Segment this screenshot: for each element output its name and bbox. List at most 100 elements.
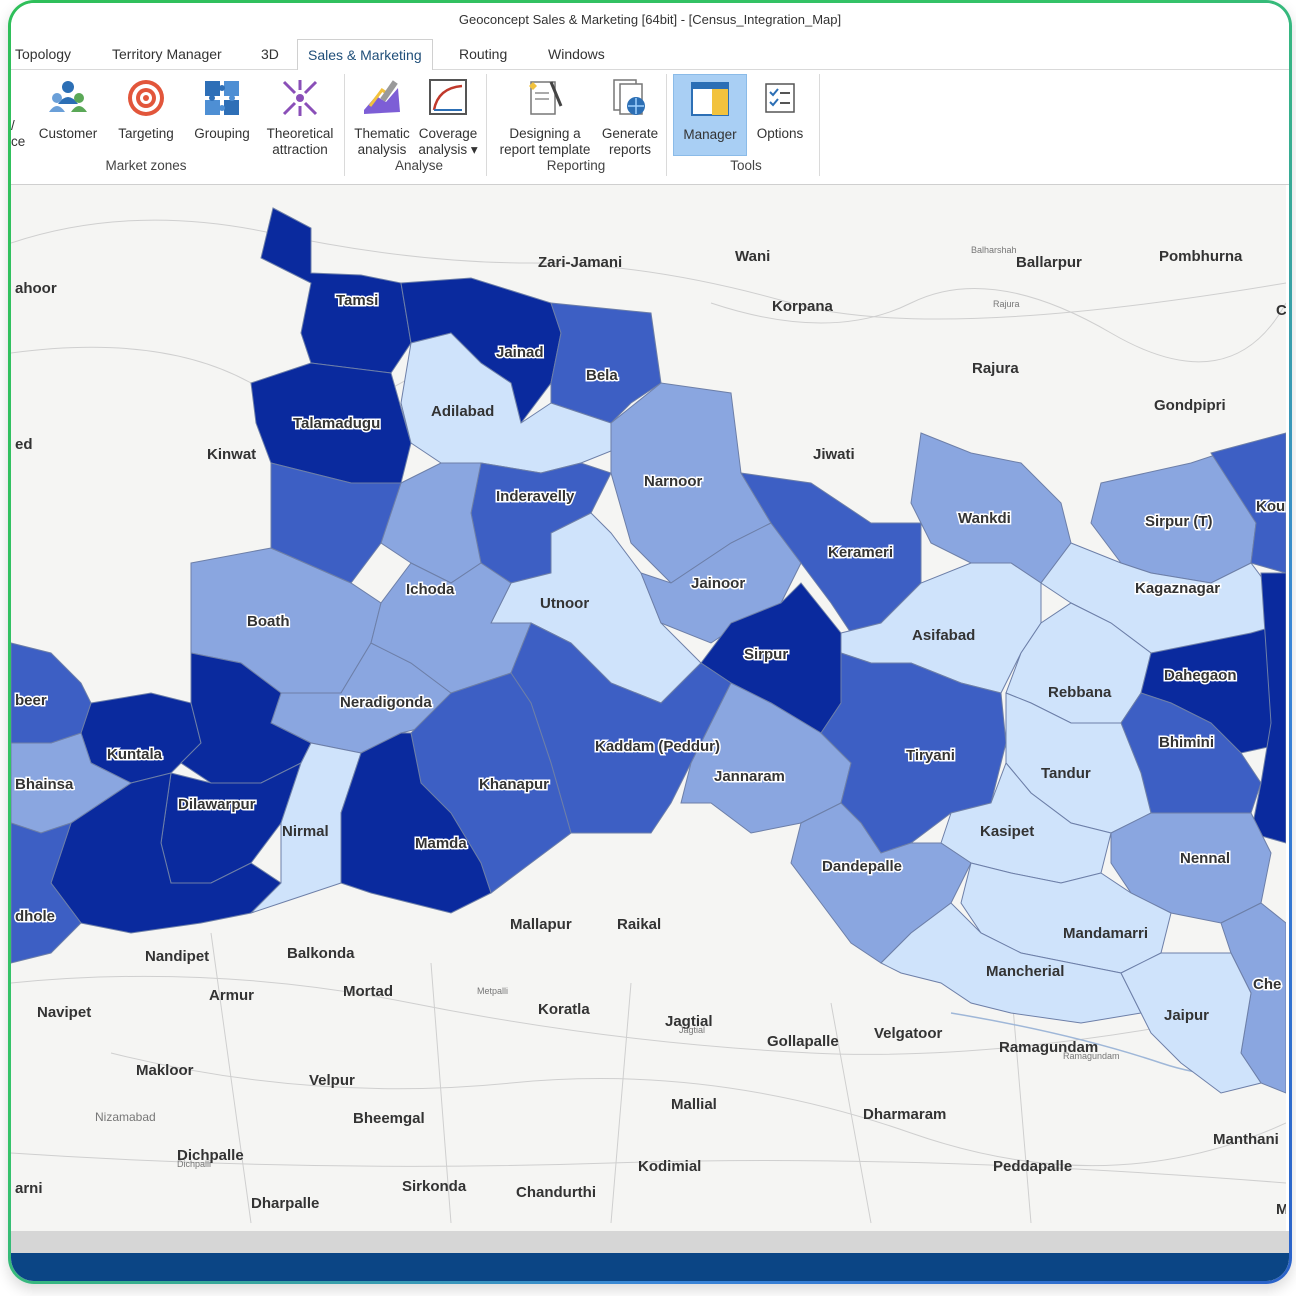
- options-button[interactable]: Options: [751, 74, 809, 142]
- label-kaddam: Kaddam (Peddur): [595, 738, 720, 755]
- label-c: C: [1276, 302, 1286, 319]
- label-bhainsa: Bhainsa: [15, 776, 74, 793]
- tab-territory-manager[interactable]: Territory Manager: [112, 46, 222, 62]
- label-raikal: Raikal: [617, 916, 661, 933]
- label-neradigonda: Neradigonda: [340, 694, 432, 711]
- tiny-ramagundam: Ramagundam: [1063, 1051, 1120, 1061]
- theoretical-label-1: Theoretical: [266, 126, 334, 141]
- label-kasipet: Kasipet: [980, 823, 1034, 840]
- generate-label-1: Generate: [601, 126, 659, 141]
- partial-ribbon-button[interactable]: / ce: [11, 118, 25, 150]
- tiny-dichpalli: Dichpalli: [177, 1159, 211, 1169]
- label-mamda: Mamda: [415, 835, 467, 852]
- ribbon-separator: [486, 74, 487, 176]
- tab-sales-marketing[interactable]: Sales & Marketing: [297, 39, 433, 71]
- theoretical-label-2: attraction: [272, 142, 328, 157]
- label-ramagundam: Ramagundam: [999, 1039, 1098, 1056]
- label-velpur: Velpur: [309, 1072, 355, 1089]
- targeting-label: Targeting: [118, 126, 174, 141]
- label-wani: Wani: [735, 248, 770, 265]
- thematic-analysis-button[interactable]: Thematic analysis: [351, 74, 413, 158]
- label-kuntala: Kuntala: [107, 746, 163, 763]
- tiny-labels: Balharshah Rajura Metpalli Jagtial Ramag…: [177, 245, 1120, 1169]
- designing-label-2: report template: [499, 142, 591, 157]
- label-jannaram: Jannaram: [714, 768, 785, 785]
- label-nennal: Nennal: [1180, 850, 1230, 867]
- label-boath: Boath: [247, 613, 290, 630]
- label-ichoda: Ichoda: [406, 581, 455, 598]
- background-boundaries: [11, 219, 1286, 1224]
- designing-report-template-button[interactable]: Designing a report template: [495, 74, 595, 158]
- market-zones-group-label: Market zones: [105, 158, 187, 173]
- bottom-bar: [11, 1253, 1289, 1281]
- label-mandamarri: Mandamarri: [1063, 925, 1148, 942]
- generate-reports-icon: [613, 79, 645, 115]
- label-kerameri: Kerameri: [828, 544, 893, 561]
- label-m: M: [1276, 1201, 1286, 1218]
- label-tiryani: Tiryani: [906, 747, 955, 764]
- label-asifabad: Asifabad: [912, 627, 975, 644]
- district-dandepalle: [790, 802, 972, 964]
- label-che: Che: [1253, 976, 1281, 993]
- district-mid-light: [370, 562, 532, 694]
- label-sirpur: Sirpur: [744, 646, 788, 663]
- tab-3d[interactable]: 3D: [261, 46, 279, 62]
- coverage-label-1: Coverage: [418, 126, 478, 141]
- ribbon: / ce Customer Targeting: [11, 70, 1289, 185]
- label-bhimini: Bhimini: [1159, 734, 1214, 751]
- label-ed: ed: [15, 436, 33, 453]
- generate-reports-button[interactable]: Generate reports: [599, 74, 661, 158]
- label-velgatoor: Velgatoor: [874, 1025, 943, 1042]
- target-icon: [128, 80, 164, 116]
- label-ballarpur: Ballarpur: [1016, 254, 1082, 271]
- label-chandurthi: Chandurthi: [516, 1184, 596, 1201]
- tiny-rajura: Rajura: [993, 299, 1020, 309]
- label-nirmal: Nirmal: [282, 823, 329, 840]
- generate-label-2: reports: [608, 142, 652, 157]
- label-korpana: Korpana: [772, 298, 834, 315]
- coverage-analysis-button[interactable]: Coverage analysis ▾: [415, 74, 481, 158]
- puzzle-icon: [205, 81, 239, 115]
- label-sirpur-t: Sirpur (T): [1145, 513, 1213, 530]
- label-khanapur: Khanapur: [479, 776, 549, 793]
- label-jiwati: Jiwati: [813, 446, 855, 463]
- grouping-button[interactable]: Grouping: [189, 74, 255, 142]
- label-dandepalle: Dandepalle: [822, 858, 902, 875]
- tab-topology[interactable]: Topology: [15, 46, 72, 62]
- label-sirkonda: Sirkonda: [402, 1178, 467, 1195]
- label-armur: Armur: [209, 987, 254, 1004]
- label-bheemgal: Bheemgal: [353, 1110, 425, 1127]
- customer-button[interactable]: Customer: [35, 74, 101, 142]
- label-mancherial: Mancherial: [986, 963, 1064, 980]
- label-dahegaon: Dahegaon: [1164, 667, 1237, 684]
- options-label: Options: [756, 126, 804, 141]
- tiny-jagtial: Jagtial: [679, 1025, 705, 1035]
- options-checklist-icon: [765, 83, 795, 113]
- analyse-group-label: Analyse: [394, 158, 444, 173]
- tiny-metpalli: Metpalli: [477, 986, 508, 996]
- ribbon-tabs: Topology Territory Manager 3D Sales & Ma…: [11, 39, 1289, 71]
- ribbon-separator: [666, 74, 667, 176]
- targeting-button[interactable]: Targeting: [113, 74, 179, 142]
- grouping-label: Grouping: [194, 126, 250, 141]
- partial-button-label-2: ce: [11, 134, 26, 149]
- district-mamda: [340, 732, 492, 914]
- coverage-chart-icon: [429, 79, 467, 115]
- manager-button[interactable]: Manager: [673, 74, 747, 156]
- place-labels: Zari-Jamani Wani Ballarpur Pombhurna aho…: [15, 248, 1286, 1218]
- map-view[interactable]: Tamsi Jainad Bela Talamadugu Adilabad In…: [11, 185, 1286, 1231]
- district-dhole: [50, 772, 282, 934]
- label-arni: arni: [15, 1180, 43, 1197]
- thematic-label-2: analysis: [357, 142, 407, 157]
- label-narnoor: Narnoor: [644, 473, 703, 490]
- label-gondpipri: Gondpipri: [1154, 397, 1226, 414]
- label-gollapalle: Gollapalle: [767, 1033, 839, 1050]
- label-ahoor: ahoor: [15, 280, 57, 297]
- tab-routing[interactable]: Routing: [459, 46, 508, 62]
- ribbon-separator: [819, 74, 820, 176]
- tab-windows[interactable]: Windows: [548, 46, 605, 62]
- label-mallial: Mallial: [671, 1096, 717, 1113]
- app-window: Geoconcept Sales & Marketing [64bit] - […: [11, 3, 1289, 1281]
- theoretical-attraction-button[interactable]: Theoretical attraction: [263, 74, 337, 158]
- map-canvas[interactable]: Tamsi Jainad Bela Talamadugu Adilabad In…: [11, 185, 1286, 1231]
